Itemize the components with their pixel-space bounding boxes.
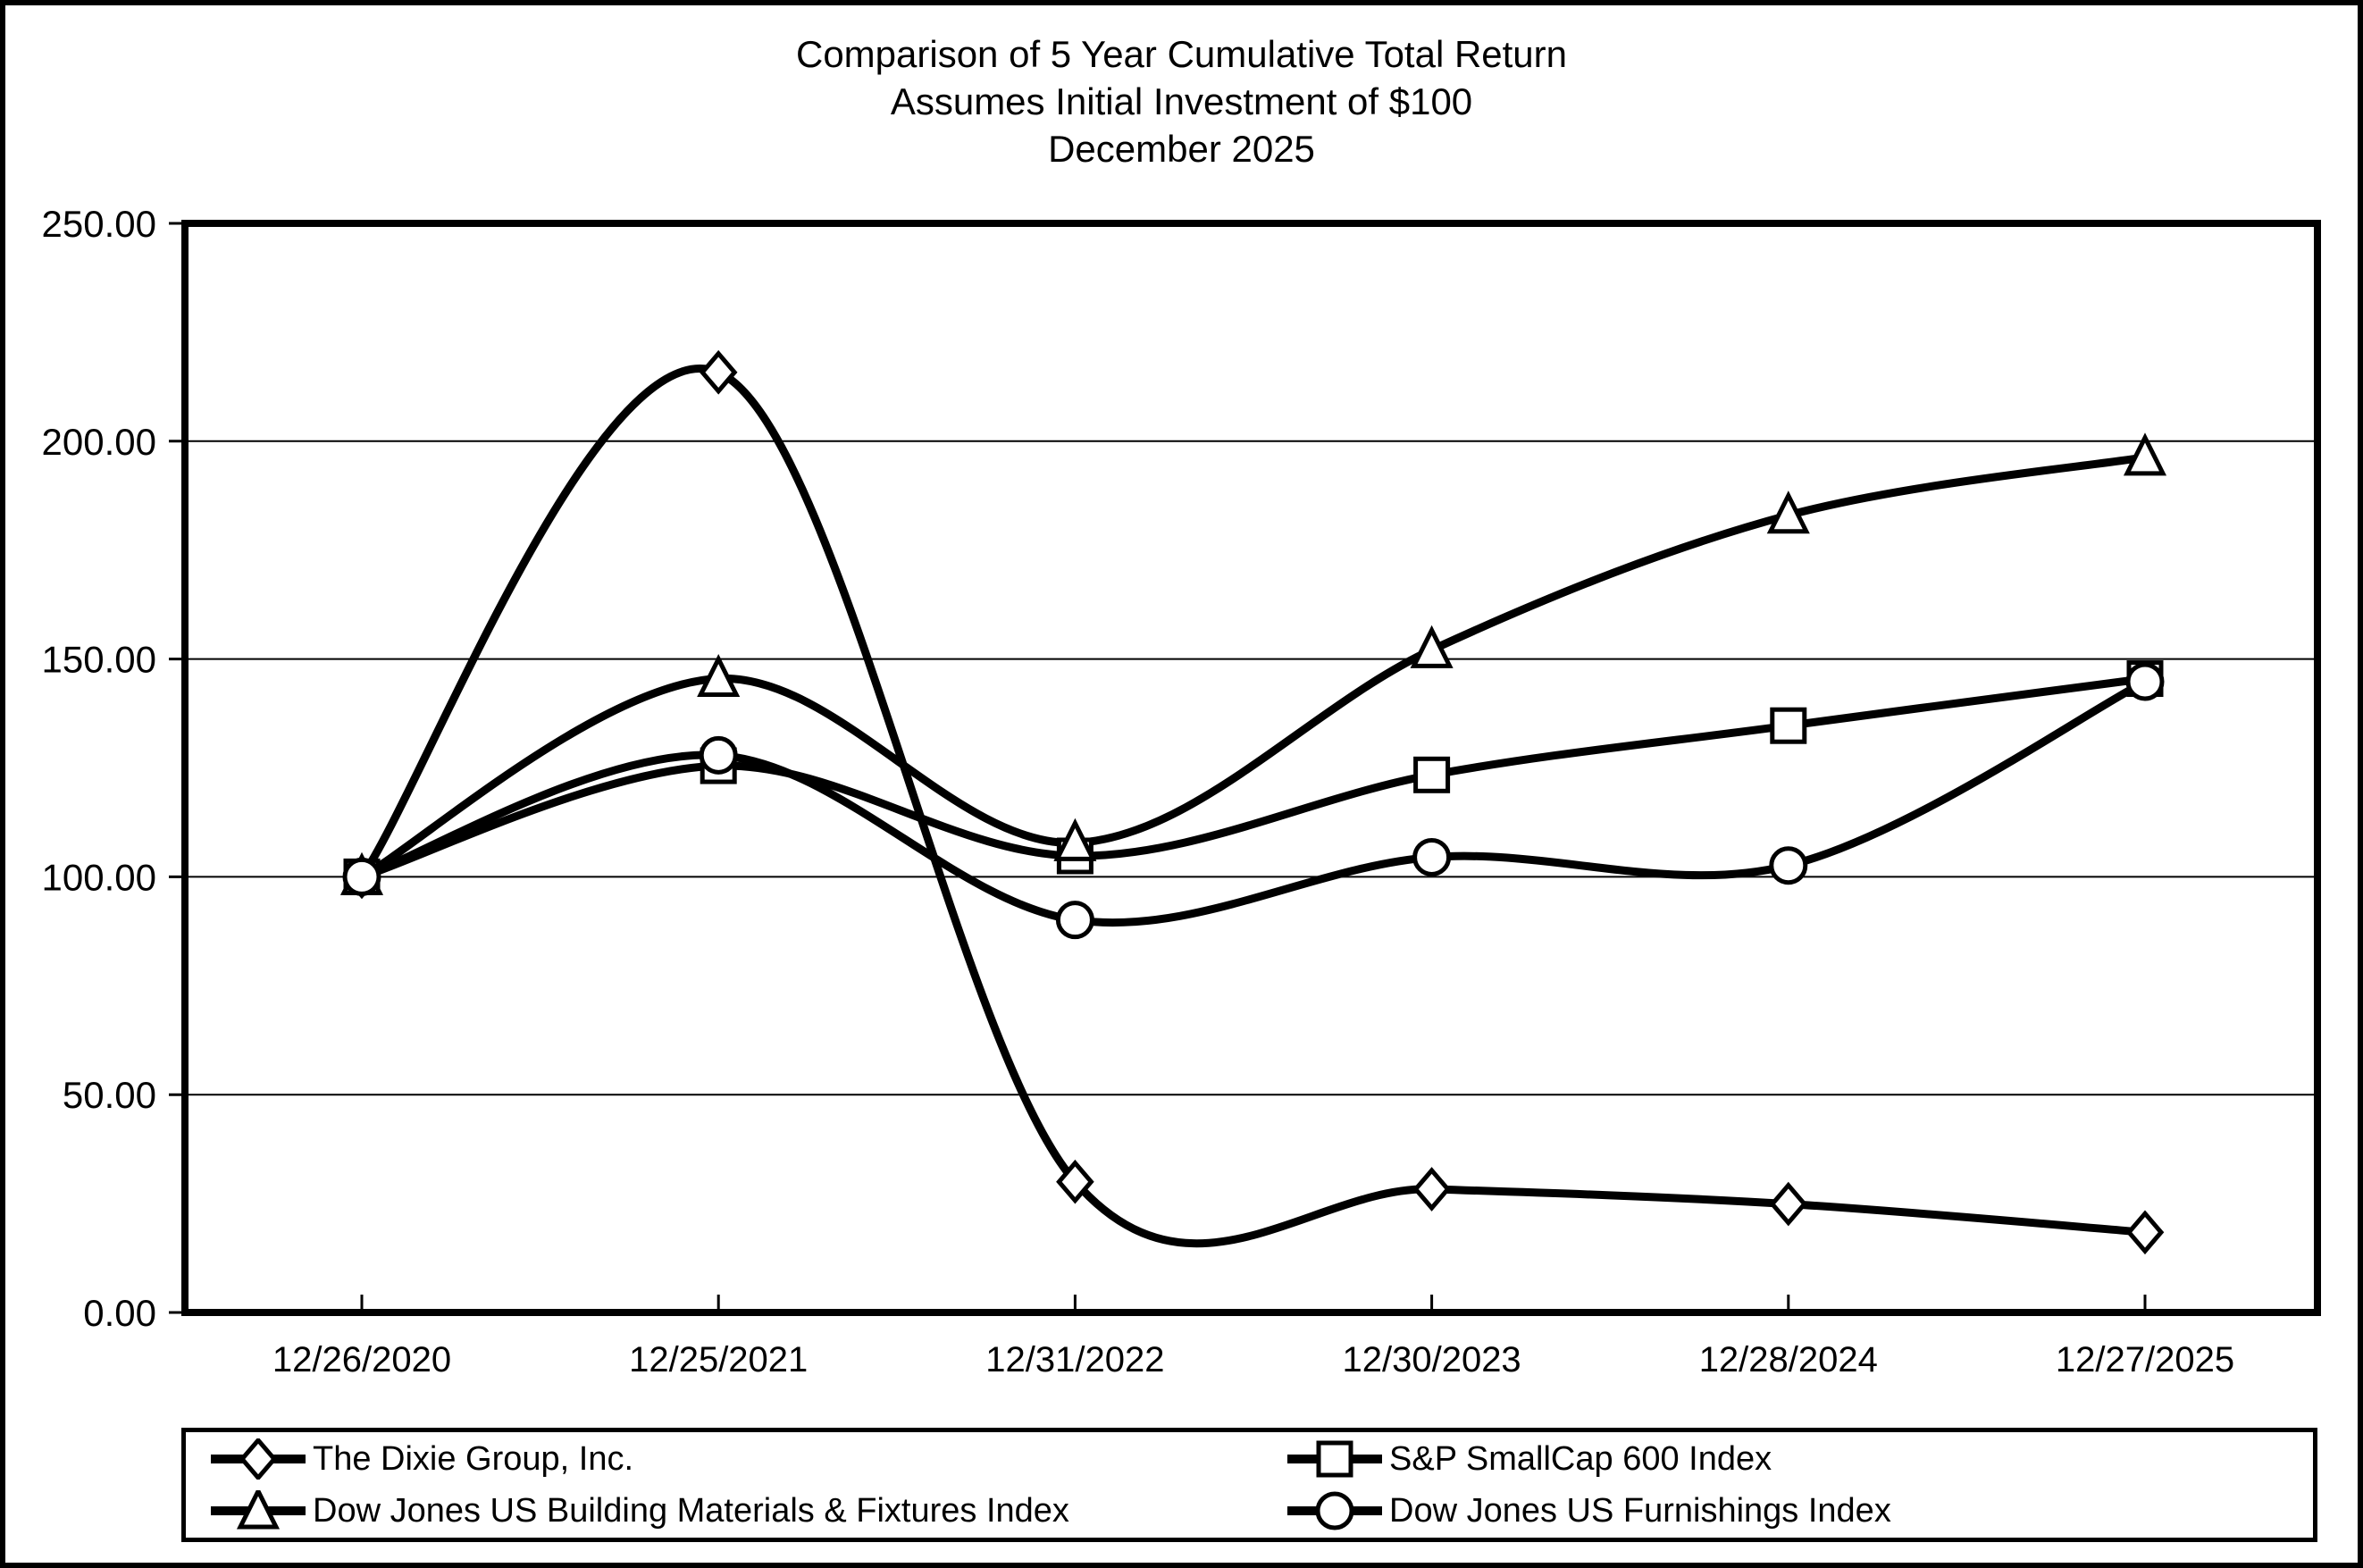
diamond-marker bbox=[2125, 1210, 2165, 1255]
y-axis-label: 50.00 bbox=[63, 1074, 156, 1116]
circle-marker bbox=[1315, 1491, 1354, 1530]
y-axis-label: 250.00 bbox=[42, 203, 156, 245]
circle-marker-icon bbox=[1287, 1491, 1382, 1530]
chart-title: Comparison of 5 Year Cumulative Total Re… bbox=[0, 30, 2363, 172]
legend-item-circle: Dow Jones US Furnishings Index bbox=[1286, 1486, 2313, 1536]
triangle-marker bbox=[697, 653, 741, 698]
diamond-marker bbox=[699, 349, 738, 395]
circle-marker bbox=[1055, 901, 1094, 940]
chart-title-line2: Assumes Initial Investment of $100 bbox=[890, 80, 1473, 122]
diamond-marker bbox=[239, 1438, 278, 1480]
y-axis-label: 200.00 bbox=[42, 421, 156, 463]
y-axis-label: 150.00 bbox=[42, 639, 156, 681]
legend-label: Dow Jones US Building Materials & Fixtur… bbox=[313, 1491, 1069, 1530]
square-marker-icon bbox=[1287, 1440, 1382, 1478]
triangle-marker bbox=[1766, 491, 1810, 534]
x-axis-label: 12/25/2021 bbox=[629, 1340, 808, 1379]
legend-item-triangle: Dow Jones US Building Materials & Fixtur… bbox=[209, 1486, 1286, 1536]
circle-marker bbox=[342, 857, 381, 896]
circle-marker bbox=[699, 735, 738, 775]
square-marker bbox=[1316, 1440, 1353, 1478]
diamond-marker bbox=[1056, 1159, 1094, 1204]
x-axis-label: 12/31/2022 bbox=[985, 1340, 1164, 1379]
y-axis-label: 0.00 bbox=[83, 1292, 156, 1334]
square-marker bbox=[1770, 707, 1807, 744]
triangle-marker-icon bbox=[211, 1490, 306, 1530]
y-axis-label: 100.00 bbox=[42, 856, 156, 898]
legend-item-square: S&P SmallCap 600 Index bbox=[1286, 1434, 2313, 1484]
plot-border bbox=[181, 220, 2321, 1316]
x-axis-label: 12/30/2023 bbox=[1342, 1340, 1521, 1379]
triangle-marker bbox=[2123, 432, 2167, 476]
circle-marker bbox=[2125, 662, 2165, 701]
chart-title-line3: December 2025 bbox=[1048, 128, 1315, 170]
series-line-square bbox=[357, 675, 2149, 881]
diamond-marker bbox=[1412, 1167, 1451, 1212]
x-axis-label: 12/27/2025 bbox=[2056, 1340, 2234, 1379]
triangle-marker bbox=[1053, 818, 1097, 861]
triangle-marker bbox=[1410, 625, 1454, 668]
series-line-diamond bbox=[357, 365, 2149, 1248]
series-line-triangle bbox=[357, 453, 2149, 881]
triangle-marker bbox=[236, 1490, 281, 1530]
circle-marker bbox=[1412, 837, 1452, 876]
series-line-circle bbox=[357, 677, 2149, 927]
legend-item-diamond: The Dixie Group, Inc. bbox=[209, 1434, 1286, 1484]
diamond-marker-icon bbox=[211, 1438, 306, 1480]
diamond-marker bbox=[1769, 1181, 1808, 1227]
chart-title-line1: Comparison of 5 Year Cumulative Total Re… bbox=[795, 33, 1568, 75]
legend: The Dixie Group, Inc. S&P SmallCap 600 In… bbox=[181, 1428, 2317, 1542]
x-axis-label: 12/26/2020 bbox=[272, 1340, 451, 1379]
legend-label: The Dixie Group, Inc. bbox=[313, 1439, 634, 1478]
circle-marker bbox=[1769, 846, 1808, 885]
legend-label: S&P SmallCap 600 Index bbox=[1389, 1439, 1772, 1478]
square-marker bbox=[1413, 756, 1451, 793]
legend-label: Dow Jones US Furnishings Index bbox=[1389, 1491, 1891, 1530]
x-axis-label: 12/28/2024 bbox=[1699, 1340, 1878, 1379]
